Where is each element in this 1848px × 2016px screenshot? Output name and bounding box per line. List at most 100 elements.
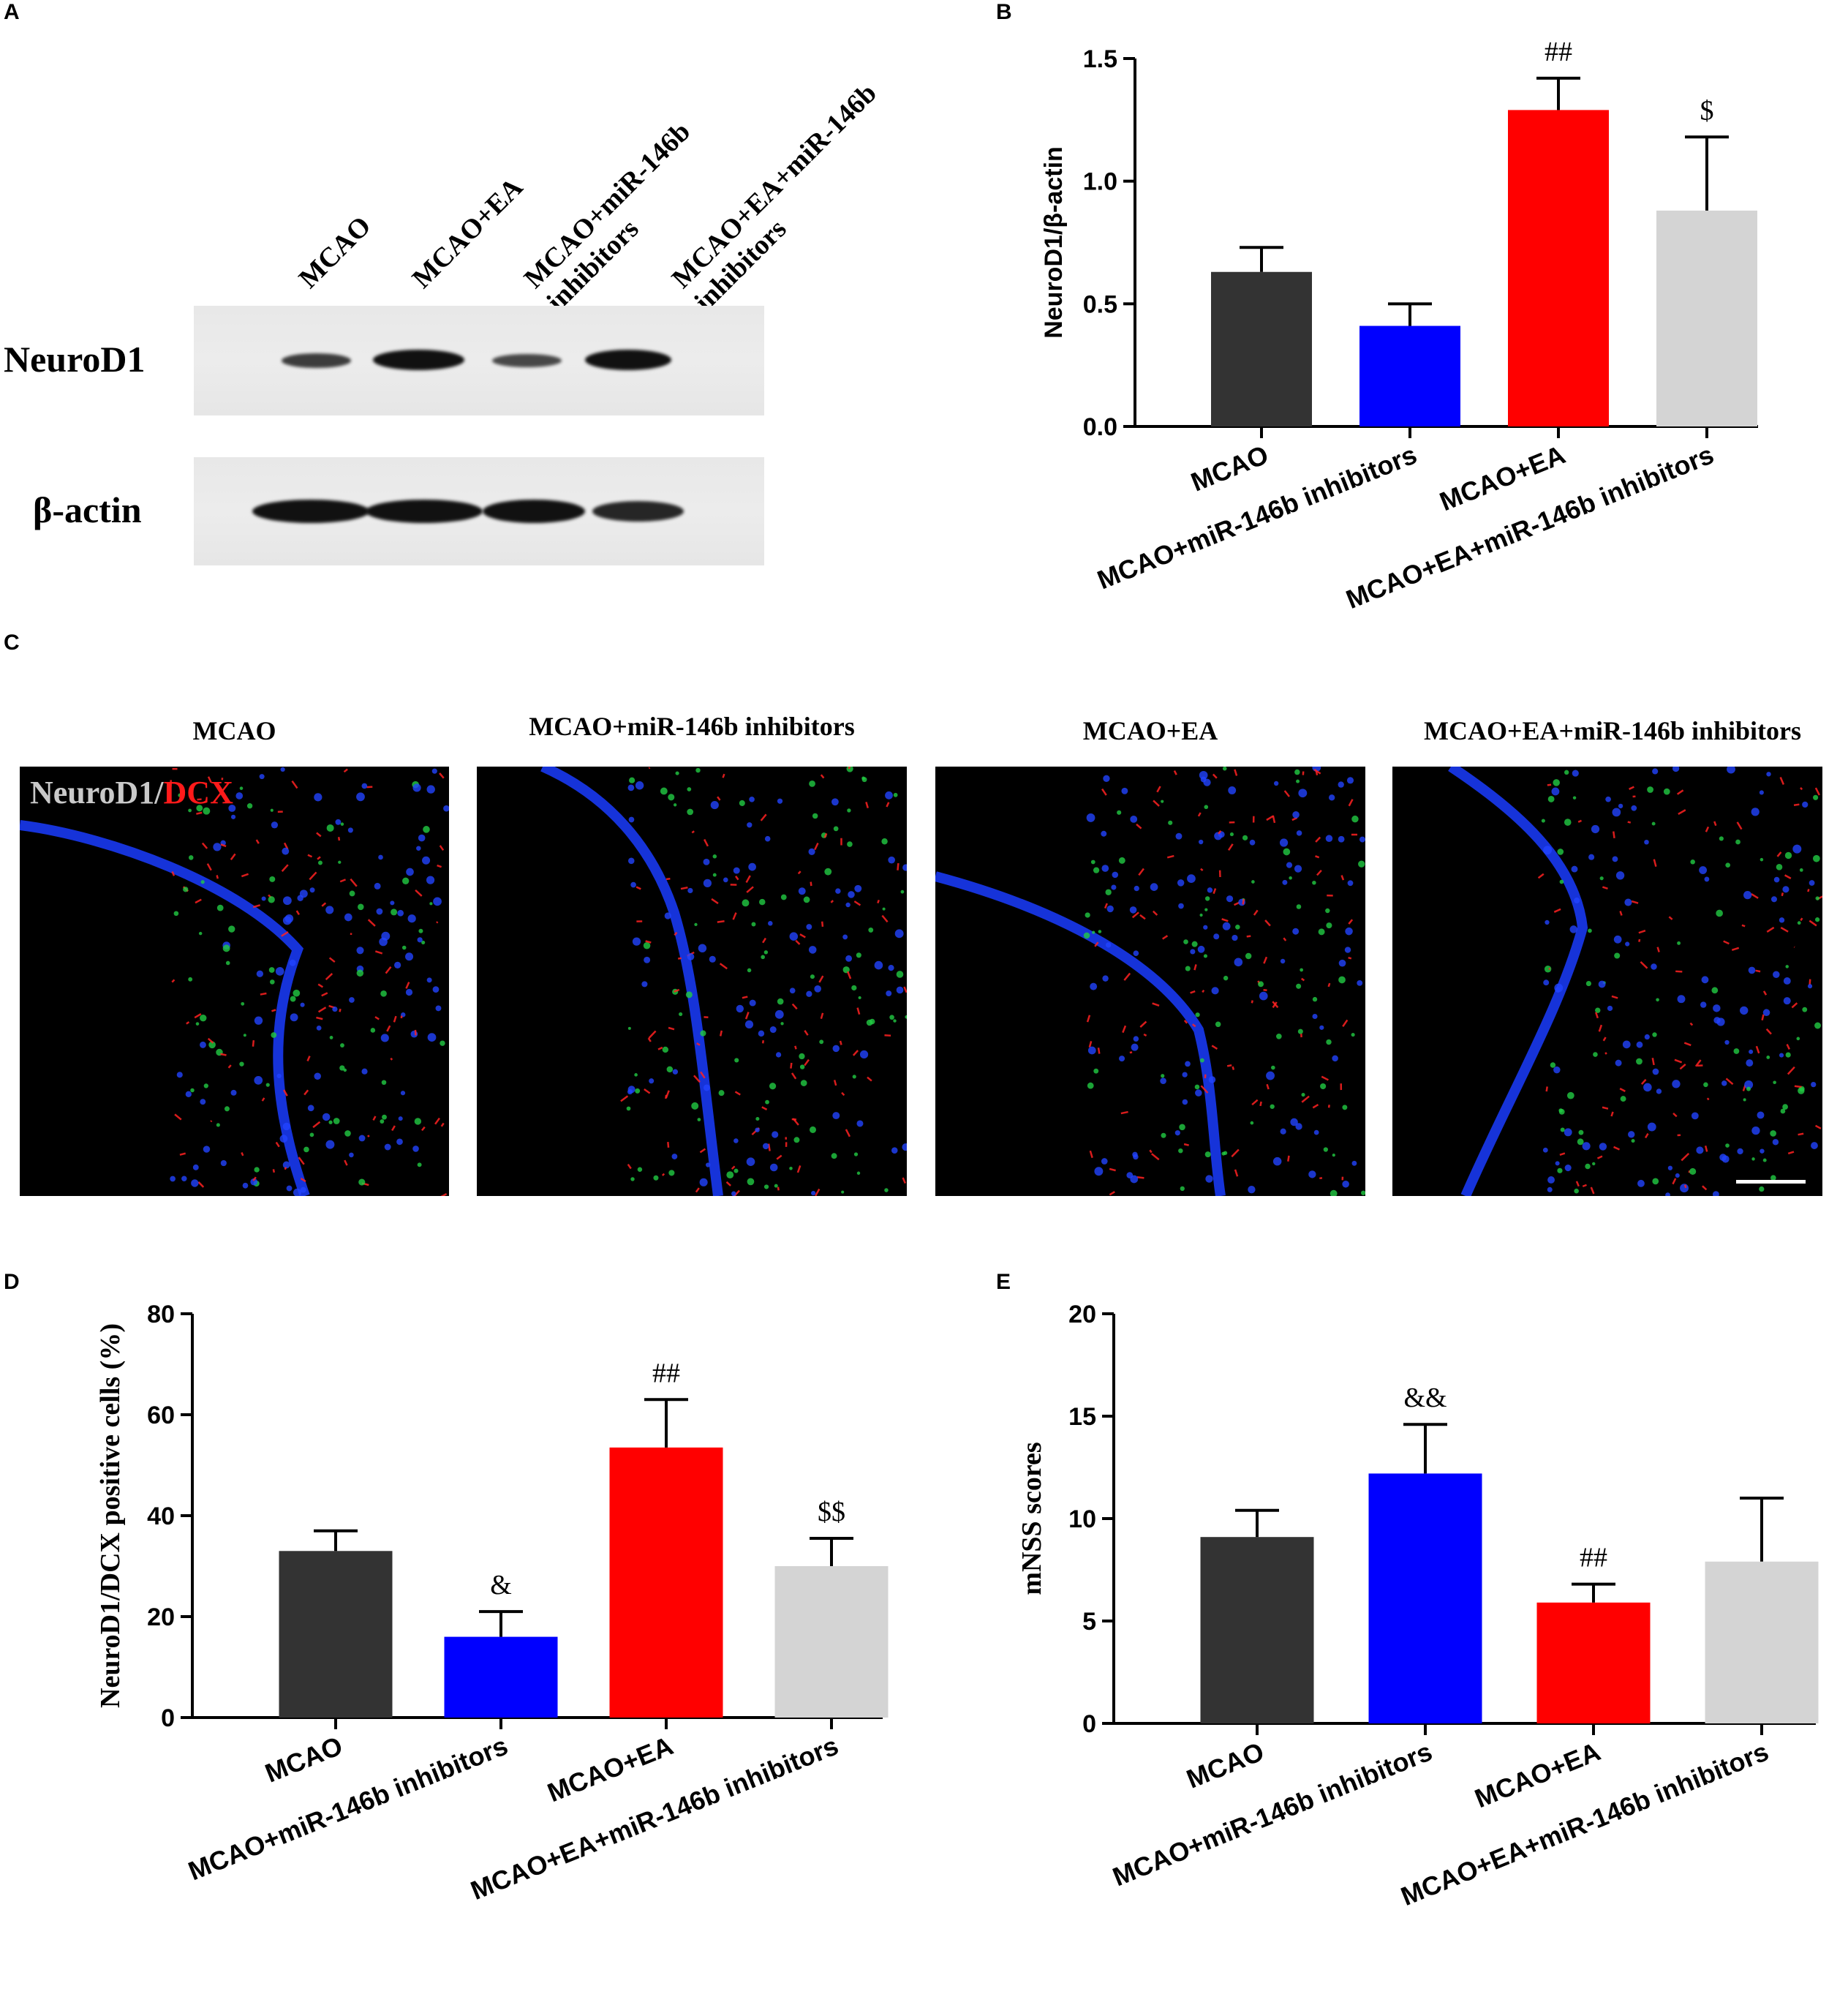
dcx-fiber: [699, 1148, 706, 1154]
neurod1-dot: [687, 787, 692, 791]
nucleus-dot: [1696, 1146, 1704, 1154]
neurod1-dot: [198, 931, 203, 936]
nucleus-dot: [1553, 1066, 1561, 1074]
nucleus-dot: [344, 913, 352, 922]
nucleus-dot: [1724, 1039, 1730, 1045]
nucleus-dot: [808, 848, 815, 855]
dcx-fiber: [1594, 1012, 1599, 1019]
neurod1-dot: [1312, 881, 1316, 885]
nucleus-dot: [1607, 1005, 1613, 1012]
nucleus-dot: [1118, 1056, 1125, 1062]
nucleus-dot: [1766, 772, 1771, 777]
dcx-fiber: [742, 996, 748, 999]
nucleus-dot: [307, 1105, 314, 1112]
actin-blot-image: [194, 457, 764, 565]
nucleus-dot: [376, 908, 383, 915]
dcx-fiber: [877, 899, 880, 904]
dcx-fiber: [1590, 1186, 1595, 1195]
neurod1-dot: [339, 1065, 345, 1071]
dcx-fiber: [700, 1071, 706, 1079]
dcx-fiber: [1264, 919, 1271, 927]
nucleus-dot: [1130, 1175, 1139, 1184]
nucleus-dot: [748, 862, 756, 871]
neurod1-dot: [183, 887, 189, 892]
dcx-fiber: [1232, 1066, 1235, 1070]
significance-mark: ##: [652, 1358, 680, 1388]
neurod1-dot: [1222, 767, 1227, 771]
dcx-fiber: [1640, 1078, 1647, 1085]
nucleus-dot: [220, 1159, 227, 1167]
nucleus-dot: [1133, 950, 1139, 956]
dcx-fiber: [1272, 1001, 1278, 1009]
dcx-fiber: [386, 1025, 391, 1032]
dcx-fiber: [1706, 1097, 1710, 1101]
neurod1-dot: [1191, 941, 1198, 947]
dcx-fiber: [1582, 1184, 1587, 1188]
neurod1-dot: [1780, 1108, 1786, 1114]
nucleus-dot: [706, 1162, 711, 1167]
neurod1-dot: [1776, 863, 1783, 870]
nucleus-dot: [1175, 832, 1183, 840]
neurod1-dot: [1677, 941, 1681, 945]
dcx-fiber: [1152, 1002, 1160, 1007]
dcx-fiber: [1704, 1146, 1708, 1152]
neurod1-dot: [691, 1102, 699, 1110]
nucleus-dot: [1292, 811, 1300, 819]
neurod1-dot: [1572, 796, 1577, 800]
neurod1-dot: [429, 902, 433, 906]
dcx-fiber: [856, 1007, 861, 1015]
nucleus-dot: [1783, 977, 1791, 985]
nucleus-dot: [213, 843, 222, 851]
neurod1-dot: [239, 1061, 244, 1067]
nucleus-dot: [279, 1135, 288, 1143]
nucleus-dot: [798, 887, 806, 895]
nucleus-dot: [627, 1088, 633, 1095]
nucleus-dot: [1130, 815, 1138, 823]
dcx-fiber: [1653, 859, 1657, 868]
nucleus-dot: [1704, 876, 1710, 882]
dcx-fiber: [1766, 926, 1775, 933]
dcx-fiber: [405, 982, 410, 989]
neurod1-dot: [1199, 1058, 1204, 1063]
neurod1-dot: [1270, 1104, 1275, 1109]
dcx-fiber: [281, 864, 289, 872]
nucleus-dot: [1280, 958, 1286, 964]
nucleus-dot: [687, 887, 693, 894]
neurod1-dot: [1547, 795, 1555, 802]
dcx-fiber: [440, 1192, 448, 1196]
nucleus-dot: [1213, 933, 1220, 940]
neurod1-dot: [747, 968, 752, 973]
nucleus-dot: [1547, 1176, 1555, 1184]
nucleus-dot: [1280, 1128, 1286, 1135]
neurod1-dot: [803, 896, 810, 903]
neurod1-dot: [1215, 1021, 1221, 1028]
y-tick-label: 1.0: [1083, 168, 1117, 196]
nucleus-dot: [1713, 1004, 1721, 1012]
dcx-fiber: [1221, 918, 1229, 922]
nucleus-dot: [1555, 1161, 1560, 1166]
neurod1-dot: [1614, 952, 1621, 959]
dcx-fiber: [241, 873, 249, 878]
neurod1-dot: [254, 1167, 260, 1173]
nucleus-dot: [1344, 947, 1351, 953]
neurod1-dot: [1320, 1083, 1327, 1090]
nucleus-dot: [1325, 835, 1333, 842]
dcx-fiber: [440, 1122, 445, 1127]
neurod1-dot: [1087, 1082, 1094, 1089]
dcx-fiber: [271, 1009, 276, 1012]
neurod1-dot: [627, 1026, 631, 1030]
nucleus-dot: [1811, 1142, 1818, 1149]
category-label: MCAO: [261, 1730, 347, 1788]
nucleus-dot: [1773, 971, 1780, 979]
neurod1-dot: [1301, 1093, 1305, 1097]
neurod1-dot: [1690, 860, 1695, 865]
neurod1-dot: [1577, 1138, 1584, 1146]
neurod1-dot: [751, 922, 756, 927]
dcx-fiber: [1136, 823, 1142, 830]
nucleus-dot: [1809, 880, 1815, 886]
nucleus-dot: [230, 1089, 237, 1096]
significance-mark: $: [1700, 95, 1714, 126]
wb-row-label-actin: β-actin: [33, 489, 142, 530]
neurod1-dot: [317, 860, 323, 865]
dcx-fiber: [1327, 982, 1331, 988]
